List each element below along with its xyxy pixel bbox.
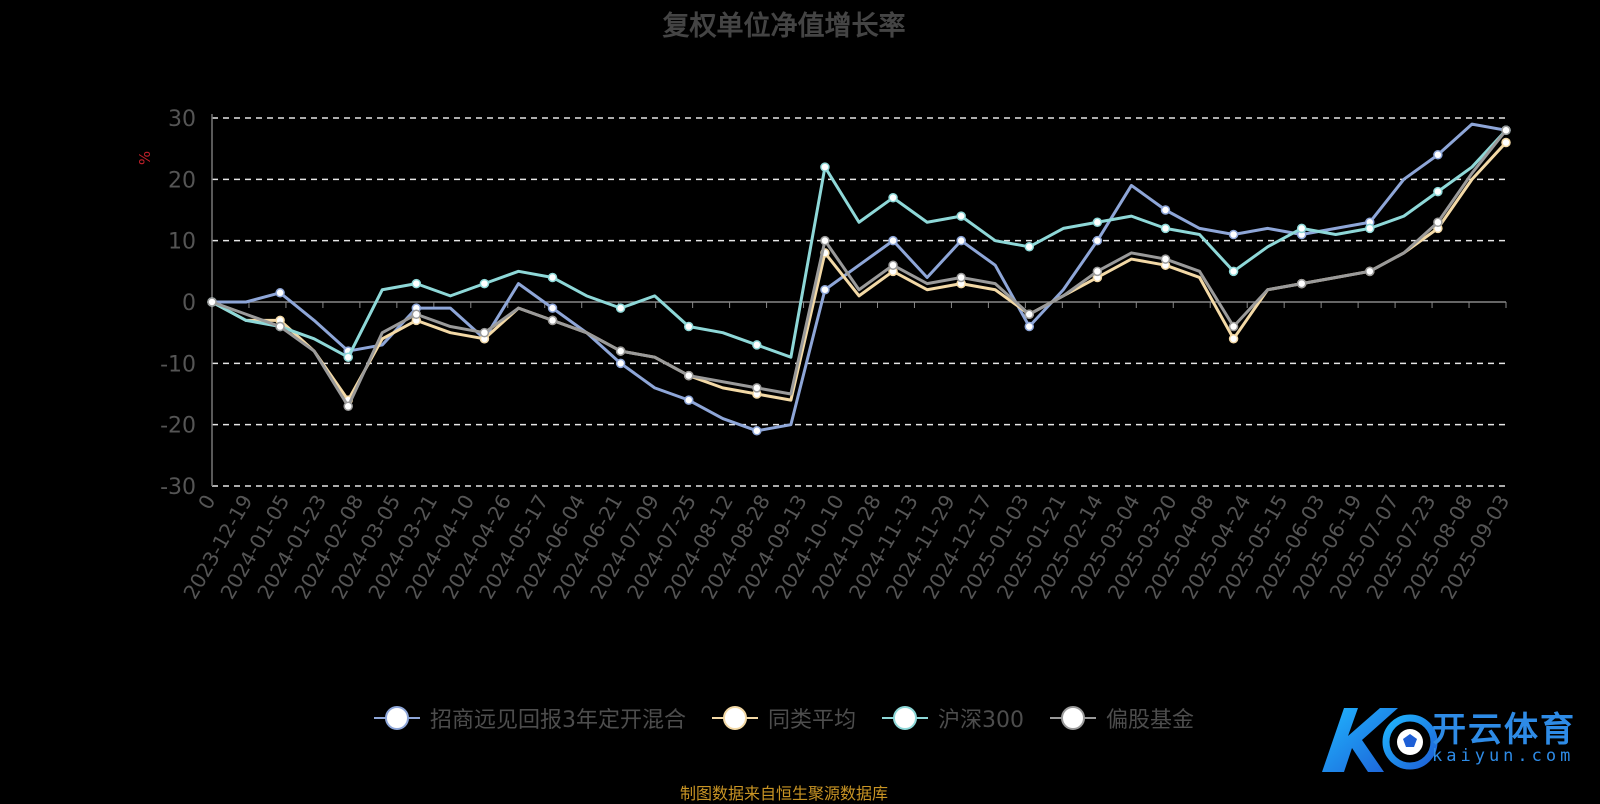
data-point[interactable]	[1160, 205, 1171, 215]
y-axis-label: %	[136, 151, 154, 165]
data-point[interactable]	[411, 309, 422, 320]
data-point[interactable]	[888, 192, 898, 203]
data-point[interactable]	[1433, 217, 1443, 228]
data-point[interactable]	[1024, 321, 1035, 332]
legend-swatch-peer-avg	[711, 706, 758, 730]
data-point[interactable]	[1433, 186, 1443, 197]
data-point[interactable]	[1024, 309, 1035, 320]
data-point[interactable]	[888, 235, 898, 246]
data-point[interactable]	[343, 352, 353, 362]
data-point[interactable]	[683, 321, 694, 332]
legend-label-equity-fund: 偏股基金	[1106, 708, 1195, 733]
data-point[interactable]	[1365, 223, 1375, 234]
data-point[interactable]	[1228, 266, 1239, 277]
data-point[interactable]	[1092, 217, 1103, 228]
y-tick-label: -10	[160, 352, 196, 377]
legend-item-peer-avg[interactable]: 同类平均	[711, 702, 856, 734]
series-line	[211, 141, 1508, 402]
series-line	[211, 129, 1508, 408]
data-point[interactable]	[752, 340, 762, 350]
data-point[interactable]	[1092, 266, 1103, 277]
data-point[interactable]	[1160, 254, 1171, 264]
data-point[interactable]	[547, 272, 558, 283]
data-point[interactable]	[1160, 223, 1171, 234]
data-point[interactable]	[956, 235, 966, 246]
y-tick-label: 0	[182, 291, 196, 316]
data-point[interactable]	[1092, 235, 1103, 246]
data-point[interactable]	[207, 297, 217, 307]
data-point[interactable]	[275, 288, 285, 298]
data-point[interactable]	[411, 278, 422, 289]
data-point[interactable]	[1024, 242, 1035, 252]
data-point[interactable]	[888, 260, 898, 270]
legend-label-peer-avg: 同类平均	[767, 708, 856, 733]
legend-label-hs300: 沪深300	[938, 708, 1024, 733]
data-point[interactable]	[547, 315, 558, 326]
legend-swatch-equity-fund	[1050, 706, 1096, 730]
data-point[interactable]	[615, 303, 626, 313]
data-point[interactable]	[683, 370, 694, 381]
data-point[interactable]	[1296, 278, 1307, 289]
x-tick-label: 0	[193, 491, 220, 514]
series-lines	[207, 122, 1511, 436]
y-tick-label: -20	[160, 414, 196, 439]
data-point[interactable]	[1433, 150, 1443, 160]
data-point[interactable]	[956, 272, 966, 283]
chart-title: 复权单位净值增长率	[662, 11, 906, 42]
data-point[interactable]	[1501, 125, 1511, 136]
data-point[interactable]	[615, 346, 626, 356]
data-point[interactable]	[752, 383, 762, 393]
y-tick-label: 20	[168, 168, 196, 193]
logo-icon	[1322, 708, 1438, 772]
data-point[interactable]	[275, 321, 285, 332]
logo-name: 开云体育	[1432, 710, 1576, 750]
data-point[interactable]	[1365, 266, 1375, 277]
data-point[interactable]	[1228, 334, 1239, 344]
data-point[interactable]	[1228, 321, 1239, 332]
y-tick-label: 10	[168, 230, 196, 255]
data-point[interactable]	[479, 327, 490, 338]
data-point[interactable]	[820, 284, 830, 295]
legend-item-fund[interactable]: 招商远见回报3年定开混合	[373, 702, 686, 734]
source-note: 制图数据来自恒生聚源数据库	[679, 784, 888, 803]
data-point[interactable]	[1228, 229, 1239, 240]
grid	[212, 117, 1506, 487]
data-point[interactable]	[820, 162, 830, 172]
data-point[interactable]	[479, 278, 490, 289]
legend: 招商远见回报3年定开混合 同类平均 沪深300 偏股基金	[0, 702, 1568, 734]
legend-label-fund: 招商远见回报3年定开混合	[429, 708, 686, 733]
data-point[interactable]	[615, 358, 626, 369]
data-point[interactable]	[683, 395, 694, 405]
legend-swatch-fund	[373, 706, 420, 730]
data-point[interactable]	[343, 401, 353, 412]
data-point[interactable]	[752, 426, 762, 436]
logo-domain: kaiyun.com	[1432, 746, 1575, 766]
series-line	[212, 122, 1507, 433]
legend-item-hs300[interactable]: 沪深300	[882, 702, 1024, 734]
data-point[interactable]	[547, 303, 558, 313]
y-tick-label: -30	[160, 475, 196, 500]
legend-item-equity-fund[interactable]: 偏股基金	[1050, 702, 1194, 734]
legend-swatch-hs300	[882, 706, 928, 730]
data-point[interactable]	[820, 235, 830, 246]
y-tick-label: 30	[168, 107, 196, 132]
series-line	[211, 129, 1508, 359]
data-point[interactable]	[1501, 137, 1511, 148]
data-point[interactable]	[1296, 223, 1307, 234]
data-point[interactable]	[956, 211, 966, 221]
